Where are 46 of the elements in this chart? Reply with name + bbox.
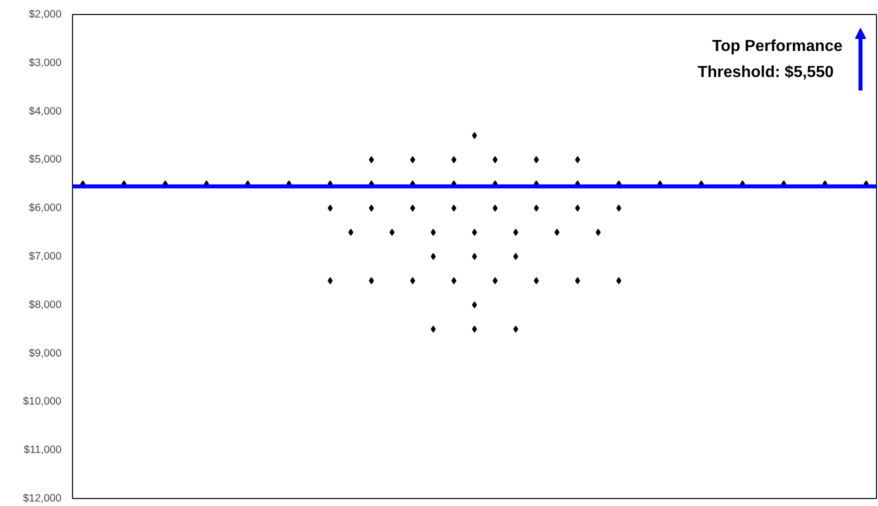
point (368, 277, 374, 284)
y-tick-label: $6,000 (28, 202, 62, 214)
point (430, 326, 436, 333)
y-tick-label: $11,000 (24, 444, 62, 456)
point (430, 253, 436, 260)
y-tick-label: $5,000 (28, 154, 62, 166)
y-tick-label: $12,000 (22, 492, 62, 504)
point (575, 277, 580, 284)
point (328, 204, 333, 212)
point (430, 228, 436, 236)
y-tick-label: $3,000 (28, 56, 62, 69)
annotation: Top Performance Threshold: $5,550 (698, 38, 843, 81)
point (616, 277, 622, 284)
point (451, 204, 456, 212)
point (410, 156, 416, 164)
y-tick-label: $9,000 (28, 347, 62, 360)
point (368, 156, 374, 164)
y-tick-label: $2,000 (28, 8, 62, 20)
point (492, 156, 498, 164)
point (348, 228, 354, 236)
point (492, 204, 498, 212)
point (616, 204, 622, 212)
point (390, 228, 395, 236)
point (451, 156, 456, 164)
point (410, 277, 416, 284)
point (534, 277, 539, 284)
point (410, 204, 416, 212)
point (554, 228, 560, 236)
y-tick-label: $10,000 (22, 396, 62, 408)
point (328, 277, 333, 284)
point (513, 228, 518, 236)
point (513, 326, 518, 333)
point (492, 277, 498, 284)
y-tick-label: $7,000 (28, 250, 62, 262)
point (472, 253, 477, 260)
y-tick-label: $8,000 (28, 298, 62, 311)
point (451, 277, 456, 284)
point (575, 204, 580, 212)
point (472, 132, 477, 139)
point (575, 156, 580, 164)
point (534, 156, 539, 164)
y-tick-label: $4,000 (28, 105, 62, 118)
point (534, 204, 539, 212)
point (513, 253, 518, 260)
point (368, 204, 374, 212)
point (596, 228, 601, 236)
